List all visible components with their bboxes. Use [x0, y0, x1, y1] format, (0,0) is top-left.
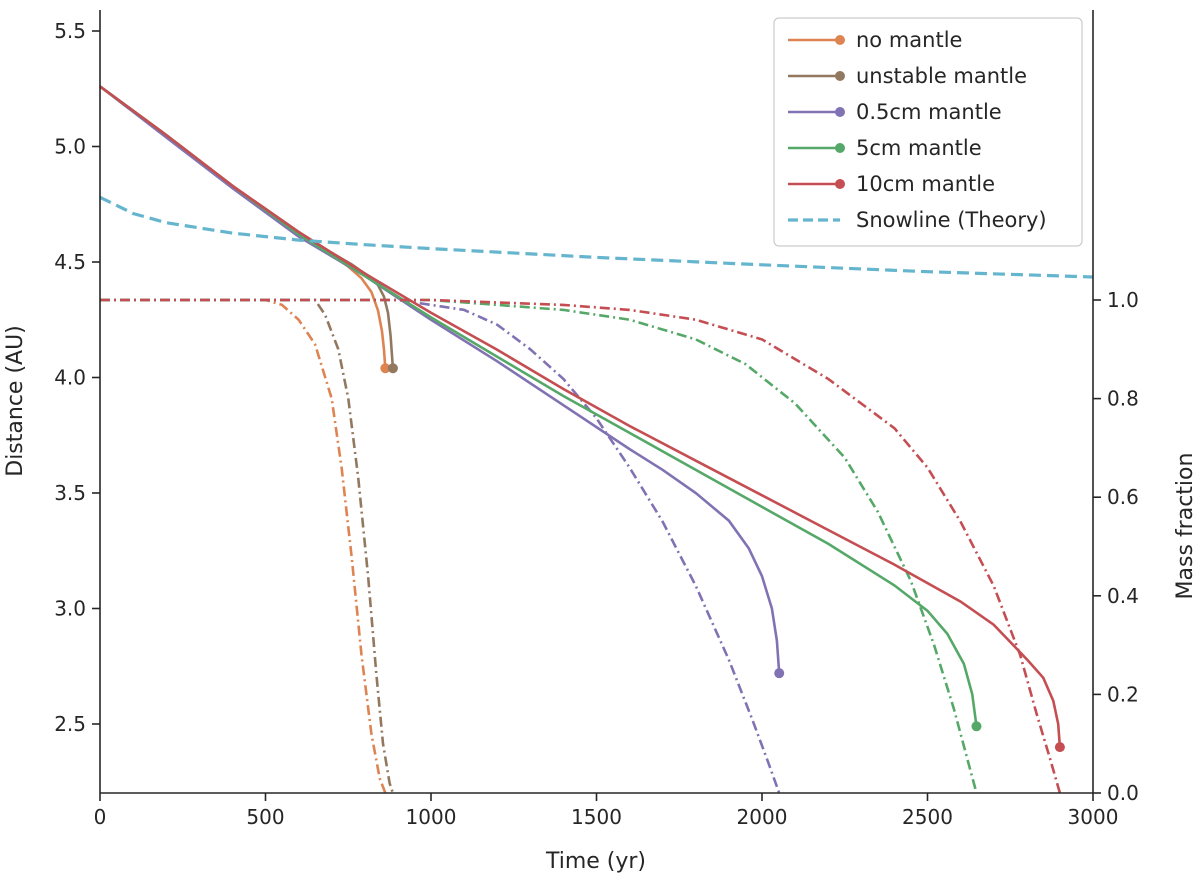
- plot-area: [99, 85, 1094, 794]
- distance-curve-snowline-theory: [99, 195, 1094, 279]
- x-tick-label: 0: [94, 805, 107, 829]
- legend-item: unstable mantle: [788, 64, 1027, 88]
- x-ticks: 0 500 1000 1500 2000 2500 3000: [94, 793, 1119, 829]
- legend-item: 0.5cm mantle: [788, 100, 1002, 124]
- distance-curve-10cm-mantle: [99, 85, 1062, 748]
- y-tick-label: 5.5: [54, 19, 86, 43]
- mass-fraction-curve-unstable-mantle: [100, 298, 395, 794]
- endpoint-marker-0-5cm-mantle: [774, 668, 785, 679]
- endpoint-marker-unstable-mantle: [387, 363, 398, 374]
- y2-tick-label: 0.0: [1107, 781, 1139, 805]
- y-ticks: 2.5 3.0 3.5 4.0 4.5 5.0 5.5: [54, 19, 100, 736]
- legend-label: Snowline (Theory): [856, 208, 1047, 232]
- legend-label: no mantle: [856, 28, 962, 52]
- axes: 0 500 1000 1500 2000 2500 3000 2.5 3.0 3.5 4.0 4.5…: [54, 10, 1139, 829]
- legend-label: 10cm mantle: [856, 172, 995, 196]
- mass-fraction-curve-10cm-mantle: [100, 298, 1062, 794]
- endpoint-marker-10cm-mantle: [1054, 742, 1065, 753]
- legend-item: 10cm mantle: [788, 172, 995, 196]
- distance-curve-5cm-mantle: [99, 85, 978, 727]
- endpoint-markers-layer: [380, 363, 1065, 753]
- x-tick-label: 500: [246, 805, 284, 829]
- mass-fraction-curve-no-mantle: [100, 298, 387, 794]
- legend-label: unstable mantle: [856, 64, 1027, 88]
- y2-tick-label: 0.4: [1107, 584, 1139, 608]
- legend: no mantle unstable mantle 0.5cm mantle 5cm …: [773, 17, 1083, 247]
- distance-curve-unstable-mantle: [99, 85, 395, 369]
- x-axis-label: Time (yr): [545, 849, 646, 874]
- legend-swatch-marker: [835, 71, 845, 81]
- y-tick-label: 5.0: [54, 135, 86, 159]
- y2-ticks: 0.0 0.2 0.4 0.6 0.8 1.0: [1093, 288, 1139, 805]
- legend-swatch-marker: [835, 107, 845, 117]
- mass-fraction-curve-0-5cm-mantle: [100, 298, 781, 794]
- legend-swatch-marker: [835, 35, 845, 45]
- endpoint-marker-no-mantle: [380, 363, 391, 374]
- mass-fraction-curve-5cm-mantle: [100, 298, 978, 794]
- distance-curve-0-5cm-mantle: [99, 85, 781, 674]
- distance-curve-no-mantle: [99, 85, 387, 369]
- y-tick-label: 3.5: [54, 481, 86, 505]
- y-axis-label: Distance (AU): [3, 325, 28, 477]
- legend-label: 0.5cm mantle: [856, 100, 1002, 124]
- y2-tick-label: 0.2: [1107, 682, 1139, 706]
- x-tick-label: 2500: [902, 805, 953, 829]
- y-tick-label: 4.5: [54, 250, 86, 274]
- y-tick-label: 2.5: [54, 712, 86, 736]
- legend-label: 5cm mantle: [856, 136, 982, 160]
- legend-item: Snowline (Theory): [788, 208, 1047, 232]
- x-tick-label: 1500: [571, 805, 622, 829]
- y-tick-label: 4.0: [54, 366, 86, 390]
- x-tick-label: 1000: [406, 805, 457, 829]
- legend-swatch-marker: [835, 179, 845, 189]
- y-tick-label: 3.0: [54, 597, 86, 621]
- legend-item: 5cm mantle: [788, 136, 982, 160]
- curves-layer: [99, 85, 1094, 794]
- legend-swatch-marker: [835, 143, 845, 153]
- endpoint-marker-5cm-mantle: [971, 721, 982, 732]
- y2-tick-label: 0.6: [1107, 485, 1139, 509]
- legend-item: no mantle: [788, 28, 962, 52]
- y2-axis-label: Mass fraction: [1173, 453, 1198, 600]
- x-tick-label: 2000: [737, 805, 788, 829]
- y2-tick-label: 1.0: [1107, 288, 1139, 312]
- x-tick-label: 3000: [1068, 805, 1119, 829]
- y2-tick-label: 0.8: [1107, 387, 1139, 411]
- legend-frame: [773, 17, 1083, 247]
